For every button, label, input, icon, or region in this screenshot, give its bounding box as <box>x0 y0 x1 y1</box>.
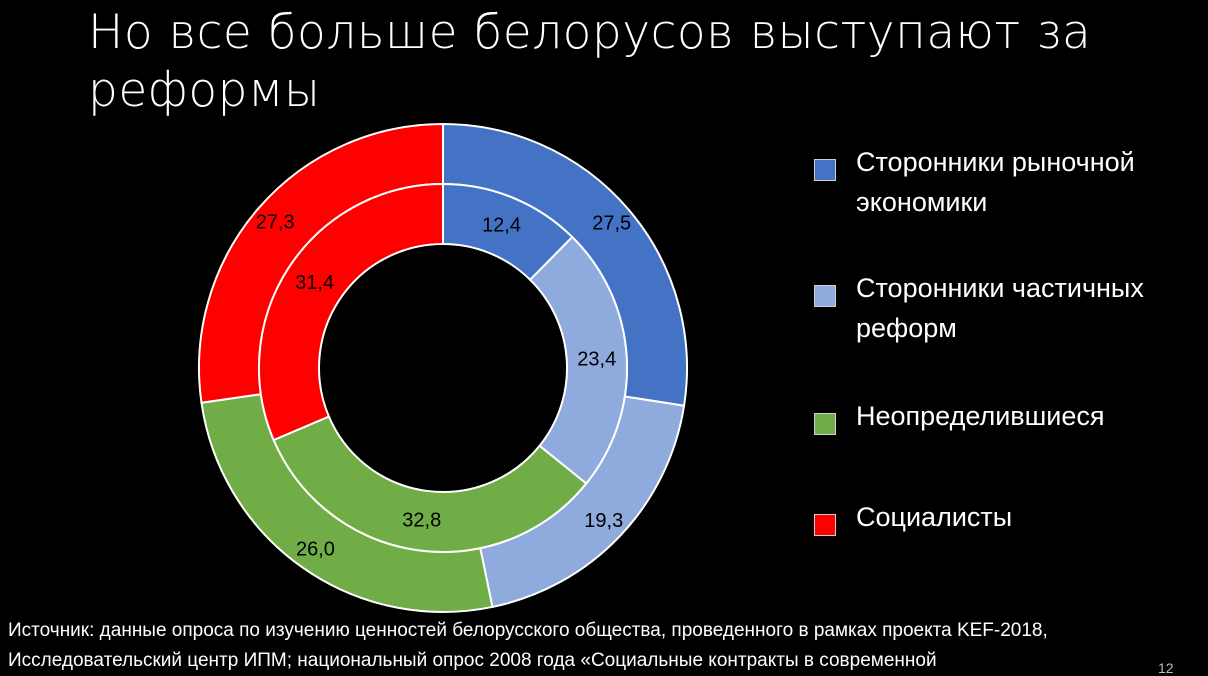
inner-ring-label-undecided: 32,8 <box>402 510 441 532</box>
inner-ring-label-market: 12,4 <box>482 215 521 237</box>
outer-ring-label-market: 27,5 <box>592 213 631 235</box>
outer-ring-label-undecided: 26,0 <box>296 539 335 561</box>
inner-ring-label-partial-reforms: 23,4 <box>577 348 616 370</box>
page-number: 12 <box>1158 660 1174 676</box>
legend-label: Сторонники рыночной экономики <box>856 147 1135 217</box>
outer-ring-label-partial-reforms: 19,3 <box>584 510 623 532</box>
slide-title: Но все больше белорусов выступают за реф… <box>88 5 1092 118</box>
inner-ring-slice-socialists <box>258 182 444 442</box>
legend-swatch <box>814 285 836 307</box>
legend-label: Сторонники частичных реформ <box>856 273 1144 343</box>
outer-ring-label-socialists: 27,3 <box>256 212 295 234</box>
inner-ring-label-socialists: 31,4 <box>295 272 334 294</box>
legend-swatch <box>814 159 836 181</box>
legend-swatch <box>814 413 836 435</box>
legend-swatch <box>814 514 836 536</box>
legend-item-partial-reforms: Сторонники частичных реформ <box>814 268 1208 348</box>
legend-item-socialists: Социалисты <box>814 497 1208 537</box>
legend-item-market: Сторонники рыночной экономики <box>814 142 1208 222</box>
legend-item-undecided: Неопределившиеся <box>814 396 1208 436</box>
legend-label: Неопределившиеся <box>856 401 1105 431</box>
inner-ring-slice-undecided <box>272 415 588 553</box>
source-note: Источник: данные опроса по изучению ценн… <box>8 620 1048 671</box>
legend-label: Социалисты <box>856 502 1013 532</box>
